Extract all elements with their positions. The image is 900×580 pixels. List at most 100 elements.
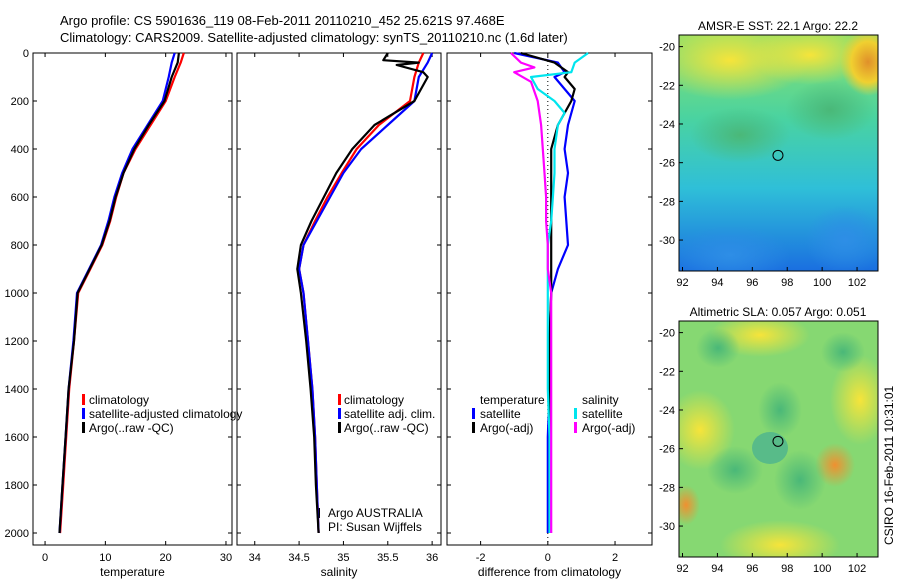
annotation-mark (318, 508, 320, 518)
temperature-series-line (58, 52, 180, 534)
salinity-legend: climatology satellite adj. clim. Argo(..… (318, 393, 435, 534)
header-line-2: Climatology: CARS2009. Satellite-adjuste… (60, 30, 568, 45)
depth-tick-label: 1600 (5, 432, 29, 444)
legend-swatch-climatology (82, 394, 85, 405)
depth-tick-label: 800 (11, 240, 29, 252)
annotation-pi: PI: Susan Wijffels (328, 520, 422, 534)
difference-xtick-label: 2 (612, 552, 618, 564)
difference-series-line (529, 52, 589, 533)
difference-xlabel: difference from climatology (478, 565, 621, 579)
legend-swatch-satellite (338, 408, 341, 419)
temperature-axes-box (32, 52, 233, 546)
sst-map-ytick-label: -26 (659, 158, 675, 170)
sst-map-xtick-label: 98 (781, 277, 793, 289)
salinity-xtick-label: 34.5 (288, 552, 309, 564)
sst-map-ytick-label: -30 (659, 235, 675, 247)
sla-map-ytick-label: -28 (659, 482, 675, 494)
legend-swatch-temp-satellite (472, 408, 475, 419)
sla-map-title: Altimetric SLA: 0.057 Argo: 0.051 (690, 305, 867, 319)
chart-marks: 0 10 20 30020040060080010001200140016001800… (5, 34, 879, 579)
temperature-xtick-label: 0 (42, 552, 48, 564)
difference-axes-box (446, 52, 653, 546)
legend-swatch-sal-satellite (574, 408, 577, 419)
difference-xtick-label: -2 (476, 552, 486, 564)
legend-swatch-argo (338, 422, 341, 433)
difference-xtick-label: 0 (545, 552, 551, 564)
legend-swatch-sal-argo (574, 422, 577, 433)
sla-map-axes-box (678, 320, 879, 558)
sla-map-field (679, 321, 878, 557)
salinity-xlabel: salinity (321, 565, 358, 579)
difference-series-line (520, 51, 576, 533)
difference-series-line (513, 51, 576, 533)
sst-map-xtick-label: 92 (676, 277, 688, 289)
legend-label-sal-argo: Argo(-adj) (582, 421, 635, 435)
sst-map-xtick-label: 100 (813, 277, 831, 289)
salinity-xtick-label: 36 (426, 552, 438, 564)
depth-tick-label: 400 (11, 144, 29, 156)
temperature-xlabel: temperature (100, 565, 165, 579)
sla-map-xtick-label: 96 (746, 563, 758, 575)
legend-heading-temperature: temperature (480, 393, 545, 407)
legend-label-satellite: satellite adj. clim. (344, 407, 435, 421)
depth-tick-label: 2000 (5, 528, 29, 540)
temperature-legend: climatology satellite-adjusted climatolo… (82, 393, 242, 435)
sla-map-ytick-label: -24 (659, 405, 675, 417)
difference-series-line (510, 52, 553, 533)
depth-tick-label: 1000 (5, 288, 29, 300)
header-line-1: Argo profile: CS 5901636_119 08-Feb-2011… (60, 13, 505, 28)
temperature-xtick-label: 10 (99, 552, 111, 564)
sla-map-xtick-label: 100 (813, 563, 831, 575)
sla-map-ytick-label: -30 (659, 521, 675, 533)
sla-map-xtick-label: 98 (781, 563, 793, 575)
sst-map-xtick-label: 94 (711, 277, 723, 289)
side-label: CSIRO 16-Feb-2011 10:31:01 (882, 385, 896, 545)
sst-map-field (679, 35, 878, 271)
depth-tick-label: 200 (11, 96, 29, 108)
salinity-xtick-label: 34 (249, 552, 261, 564)
legend-label-temp-satellite: satellite (480, 407, 521, 421)
sst-map-title: AMSR-E SST: 22.1 Argo: 22.2 (698, 19, 858, 33)
depth-tick-label: 1200 (5, 336, 29, 348)
sla-map-xtick-label: 92 (676, 563, 688, 575)
legend-heading-salinity: salinity (582, 393, 619, 407)
legend-swatch-argo (82, 422, 85, 433)
legend-swatch-satellite (82, 408, 85, 419)
difference-legend: temperature satellite Argo(-adj) salinit… (472, 393, 635, 435)
sst-map-xtick-label: 102 (848, 277, 866, 289)
sla-map-xtick-label: 102 (848, 563, 866, 575)
legend-swatch-climatology (338, 394, 341, 405)
temperature-xtick-label: 30 (220, 552, 232, 564)
legend-label-climatology: climatology (89, 393, 149, 407)
sla-map-argo-location-marker (772, 435, 784, 447)
sla-map-xtick-label: 94 (711, 563, 723, 575)
legend-swatch-temp-argo (472, 422, 475, 433)
depth-tick-label: 1800 (5, 480, 29, 492)
sst-map-xtick-label: 96 (746, 277, 758, 289)
salinity-series-line (298, 52, 425, 534)
legend-label-argo: Argo(..raw -QC) (344, 421, 429, 435)
legend-label-argo: Argo(..raw -QC) (89, 421, 174, 435)
salinity-xtick-label: 35 (337, 552, 349, 564)
sst-map-axes-box (678, 34, 879, 272)
salinity-xtick-label: 35.5 (377, 552, 398, 564)
salinity-series-line (298, 52, 434, 534)
depth-tick-label: 600 (11, 192, 29, 204)
sla-map-ytick-label: -20 (659, 328, 675, 340)
salinity-series-line (296, 52, 429, 534)
depth-tick-label: 0 (23, 48, 29, 60)
sst-map-argo-location-marker (772, 149, 784, 161)
depth-tick-label: 1400 (5, 384, 29, 396)
sla-map-ytick-label: -26 (659, 444, 675, 456)
legend-label-satellite: satellite-adjusted climatology (89, 407, 242, 421)
legend-label-temp-argo: Argo(-adj) (480, 421, 533, 435)
sst-map-ytick-label: -24 (659, 119, 675, 131)
temperature-xtick-label: 20 (160, 552, 172, 564)
sst-map-ytick-label: -28 (659, 196, 675, 208)
sst-map-ytick-label: -22 (659, 80, 675, 92)
legend-label-sal-satellite: satellite (582, 407, 623, 421)
legend-label-climatology: climatology (344, 393, 404, 407)
annotation-argo-australia: Argo AUSTRALIA (328, 506, 423, 520)
sst-map-ytick-label: -20 (659, 42, 675, 54)
